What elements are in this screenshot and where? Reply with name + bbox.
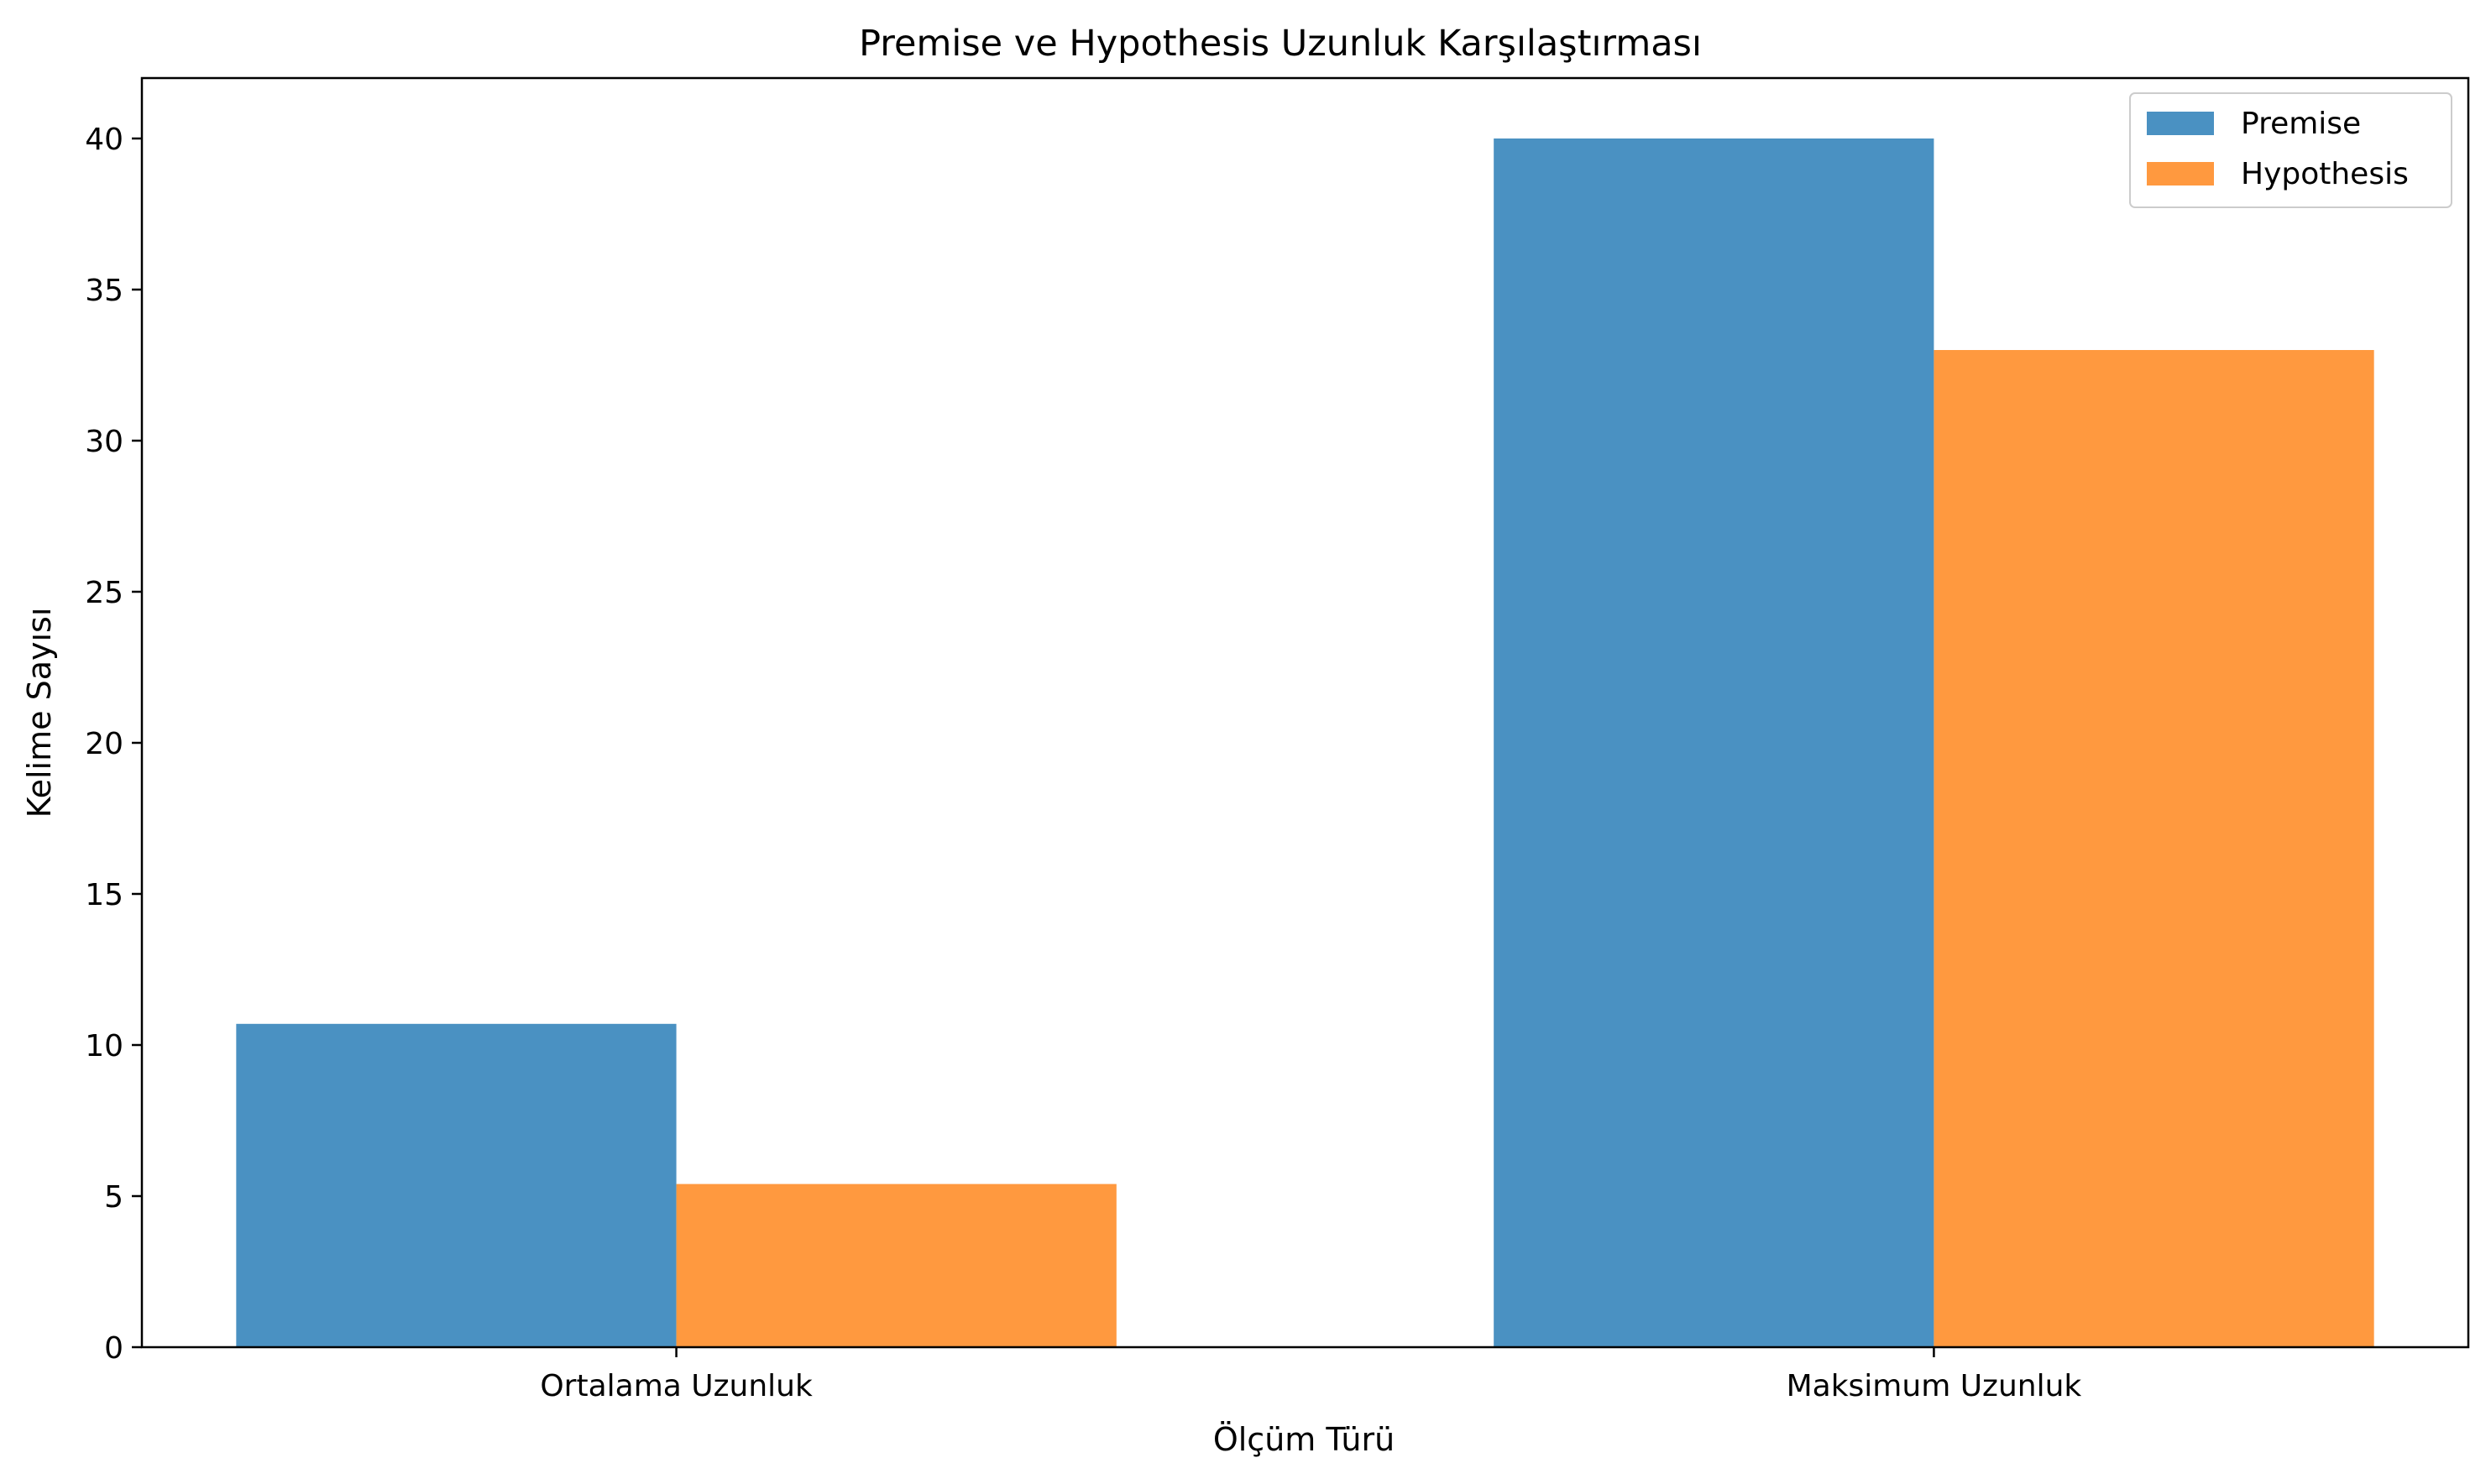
legend-swatch-hypothesis	[2147, 162, 2214, 186]
x-axis-ticks: Ortalama Uzunluk Maksimum Uzunluk	[540, 1347, 2081, 1403]
bar-premise-1	[1494, 138, 1934, 1347]
y-tick-label: 10	[85, 1029, 123, 1063]
y-tick-label: 25	[85, 576, 123, 610]
y-tick-label: 20	[85, 727, 123, 761]
y-tick-label: 35	[85, 274, 123, 308]
y-tick-label: 40	[85, 123, 123, 157]
legend-label-hypothesis: Hypothesis	[2241, 157, 2409, 191]
y-axis-label: Kelime Sayısı	[21, 608, 58, 818]
plot-frame	[140, 76, 2470, 1349]
bars	[236, 138, 2374, 1347]
y-axis-ticks: 0 5 10 15 20 25 30 35 40	[85, 123, 142, 1366]
chart-title: Premise ve Hypothesis Uzunluk Karşılaştı…	[859, 23, 1702, 65]
bar-hypothesis-0	[676, 1184, 1117, 1347]
x-tick-label: Ortalama Uzunluk	[540, 1369, 813, 1403]
bar-premise-0	[236, 1023, 677, 1347]
y-tick-label: 30	[85, 425, 123, 459]
legend-swatch-premise	[2147, 112, 2214, 135]
x-tick-label: Maksimum Uzunluk	[1787, 1369, 2082, 1403]
y-tick-label: 5	[104, 1180, 123, 1215]
legend: Premise Hypothesis	[2129, 92, 2452, 208]
y-tick-label: 0	[104, 1331, 123, 1366]
bar-hypothesis-1	[1934, 350, 2374, 1347]
y-tick-label: 15	[85, 878, 123, 912]
legend-label-premise: Premise	[2241, 107, 2361, 141]
x-axis-label: Ölçüm Türü	[1213, 1421, 1395, 1458]
